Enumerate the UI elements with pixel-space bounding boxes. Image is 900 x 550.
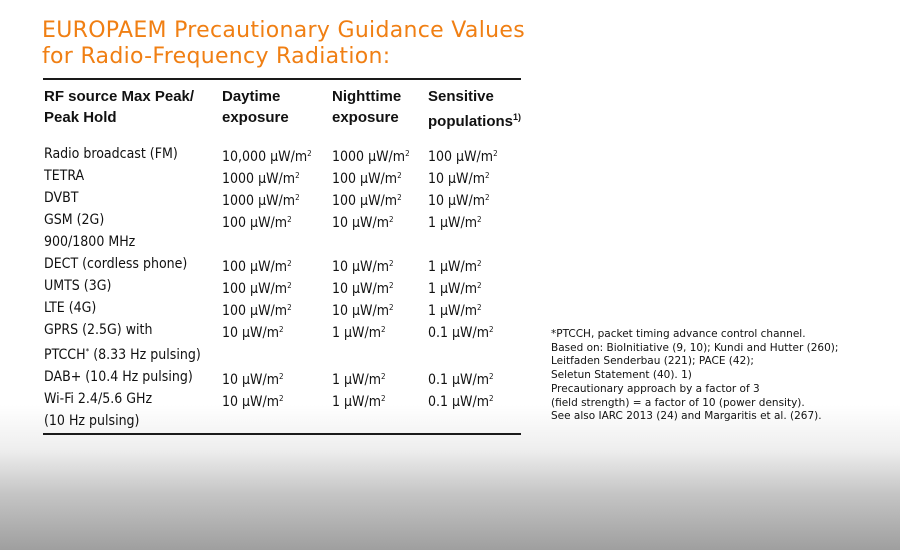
cell-sensitive: 10 μW/m2 <box>428 171 490 187</box>
page-title: EUROPAEM Precautionary Guidance Values f… <box>42 18 525 70</box>
table-row: DECT (cordless phone) 100 μW/m2 10 μW/m2 1 … <box>0 253 530 275</box>
cell-rf-source: TETRA <box>0 165 530 187</box>
cell-rf-source: DVBT <box>0 187 530 209</box>
table-row: Radio broadcast (FM) 10,000 μW/m2 1000 μW/… <box>0 143 530 165</box>
title-line-2: for Radio-Frequency Radiation: <box>42 44 391 69</box>
table-body: Radio broadcast (FM) 10,000 μW/m2 1000 μW/… <box>0 143 530 432</box>
header-sensitive: Sensitive populations1) <box>428 88 522 130</box>
cell-sensitive: 0.1 μW/m2 <box>428 372 494 388</box>
cell-nighttime: 1 μW/m2 <box>332 394 386 410</box>
footnote-marker: 1) <box>513 112 522 122</box>
table-row: LTE (4G) 100 μW/m2 10 μW/m2 1 μW/m2 <box>0 297 530 319</box>
cell-rf-source: Radio broadcast (FM) <box>0 143 530 165</box>
cell-sensitive: 1 μW/m2 <box>428 259 482 275</box>
cell-rf-source: GSM (2G) 900/1800 MHz <box>0 209 530 253</box>
footnote-line: See also IARC 2013 (24) and Margaritis e… <box>551 410 822 423</box>
cell-sensitive: 10 μW/m2 <box>428 193 490 209</box>
footnotes: *PTCCH, packet timing advance control ch… <box>551 328 838 424</box>
source-line: GPRS (2.5G) with <box>44 322 153 338</box>
cell-daytime: 100 μW/m2 <box>222 215 292 231</box>
footnote-line: (field strength) = a factor of 10 (power… <box>551 396 805 409</box>
cell-nighttime: 1000 μW/m2 <box>332 149 410 165</box>
header-daytime: Daytime exposure <box>222 88 289 126</box>
table-row: GPRS (2.5G) with PTCCH* (8.33 Hz pulsing)… <box>0 319 530 366</box>
cell-daytime: 10 μW/m2 <box>222 372 284 388</box>
footnote-line: Precautionary approach by a factor of 3 <box>551 382 760 395</box>
table-top-rule <box>43 78 521 80</box>
header-rf-source: RF source Max Peak/ Peak Hold <box>44 88 195 126</box>
cell-nighttime: 10 μW/m2 <box>332 281 394 297</box>
source-line: PTCCH* (8.33 Hz pulsing) <box>44 347 201 363</box>
footnote-line: Leitfaden Senderbau (221); PACE (42); <box>551 355 754 368</box>
cell-rf-source: GPRS (2.5G) with PTCCH* (8.33 Hz pulsing) <box>0 319 530 366</box>
table-row: DAB+ (10.4 Hz pulsing) 10 μW/m2 1 μW/m2 0.1… <box>0 366 530 388</box>
source-line: (10 Hz pulsing) <box>44 413 140 429</box>
source-line: TETRA <box>44 168 85 184</box>
footnote-line: *PTCCH, packet timing advance control ch… <box>551 328 806 340</box>
cell-nighttime: 100 μW/m2 <box>332 171 402 187</box>
footnote-line: Seletun Statement (40). 1) <box>551 369 692 382</box>
cell-daytime: 10 μW/m2 <box>222 394 284 410</box>
source-line: Radio broadcast (FM) <box>44 146 178 162</box>
source-line: Wi-Fi 2.4/5.6 GHz <box>44 391 153 407</box>
source-line: DVBT <box>44 190 79 206</box>
cell-nighttime: 10 μW/m2 <box>332 259 394 275</box>
title-line-1: EUROPAEM Precautionary Guidance Values <box>42 18 525 43</box>
cell-rf-source: DAB+ (10.4 Hz pulsing) <box>0 366 530 388</box>
cell-rf-source: LTE (4G) <box>0 297 530 319</box>
cell-sensitive: 1 μW/m2 <box>428 215 482 231</box>
source-line: 900/1800 MHz <box>44 234 136 250</box>
table-row: UMTS (3G) 100 μW/m2 10 μW/m2 1 μW/m2 <box>0 275 530 297</box>
cell-daytime: 100 μW/m2 <box>222 303 292 319</box>
cell-sensitive: 0.1 μW/m2 <box>428 325 494 341</box>
cell-nighttime: 1 μW/m2 <box>332 372 386 388</box>
cell-sensitive: 1 μW/m2 <box>428 281 482 297</box>
cell-nighttime: 100 μW/m2 <box>332 193 402 209</box>
cell-sensitive: 0.1 μW/m2 <box>428 394 494 410</box>
cell-daytime: 10 μW/m2 <box>222 325 284 341</box>
cell-nighttime: 10 μW/m2 <box>332 303 394 319</box>
cell-sensitive: 1 μW/m2 <box>428 303 482 319</box>
cell-daytime: 10,000 μW/m2 <box>222 149 312 165</box>
table-bottom-rule <box>43 433 521 435</box>
source-line: LTE (4G) <box>44 300 97 316</box>
cell-sensitive: 100 μW/m2 <box>428 149 498 165</box>
cell-rf-source: DECT (cordless phone) <box>0 253 530 275</box>
table-row: TETRA 1000 μW/m2 100 μW/m2 10 μW/m2 <box>0 165 530 187</box>
cell-nighttime: 1 μW/m2 <box>332 325 386 341</box>
header-nighttime: Nighttime exposure <box>332 88 402 126</box>
source-line: DECT (cordless phone) <box>44 256 188 272</box>
cell-nighttime: 10 μW/m2 <box>332 215 394 231</box>
footnote-line: Based on: BioInitiative (9, 10); Kundi a… <box>551 341 839 354</box>
table-row: Wi-Fi 2.4/5.6 GHz (10 Hz pulsing) 10 μW/m2… <box>0 388 530 432</box>
cell-daytime: 100 μW/m2 <box>222 259 292 275</box>
cell-rf-source: Wi-Fi 2.4/5.6 GHz (10 Hz pulsing) <box>0 388 530 432</box>
cell-daytime: 1000 μW/m2 <box>222 193 300 209</box>
cell-daytime: 1000 μW/m2 <box>222 171 300 187</box>
table-row: DVBT 1000 μW/m2 100 μW/m2 10 μW/m2 <box>0 187 530 209</box>
table-row: GSM (2G) 900/1800 MHz 100 μW/m2 10 μW/m2 1 μ… <box>0 209 530 253</box>
source-line: DAB+ (10.4 Hz pulsing) <box>44 369 193 385</box>
cell-daytime: 100 μW/m2 <box>222 281 292 297</box>
source-line: GSM (2G) <box>44 212 105 228</box>
source-line: UMTS (3G) <box>44 278 112 294</box>
cell-rf-source: UMTS (3G) <box>0 275 530 297</box>
